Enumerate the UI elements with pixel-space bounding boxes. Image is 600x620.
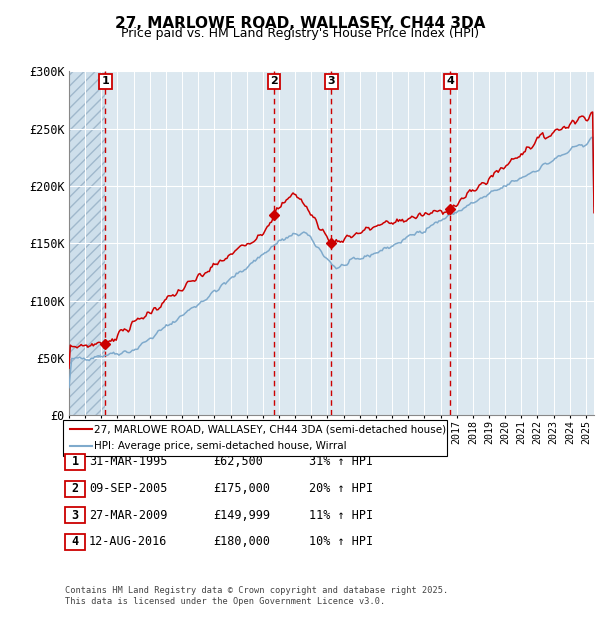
Text: 1: 1 — [101, 76, 109, 86]
Text: Contains HM Land Registry data © Crown copyright and database right 2025.: Contains HM Land Registry data © Crown c… — [65, 586, 448, 595]
Text: HPI: Average price, semi-detached house, Wirral: HPI: Average price, semi-detached house,… — [94, 441, 347, 451]
Text: 12-AUG-2016: 12-AUG-2016 — [89, 536, 167, 548]
Text: 11% ↑ HPI: 11% ↑ HPI — [309, 509, 373, 521]
Text: 20% ↑ HPI: 20% ↑ HPI — [309, 482, 373, 495]
Text: 31-MAR-1995: 31-MAR-1995 — [89, 456, 167, 468]
Text: 3: 3 — [328, 76, 335, 86]
Text: 4: 4 — [446, 76, 454, 86]
Text: This data is licensed under the Open Government Licence v3.0.: This data is licensed under the Open Gov… — [65, 597, 385, 606]
Text: 10% ↑ HPI: 10% ↑ HPI — [309, 536, 373, 548]
Text: 27, MARLOWE ROAD, WALLASEY, CH44 3DA: 27, MARLOWE ROAD, WALLASEY, CH44 3DA — [115, 16, 485, 30]
Text: 1: 1 — [71, 456, 79, 468]
Text: £180,000: £180,000 — [213, 536, 270, 548]
Bar — [69, 71, 106, 415]
Text: 4: 4 — [71, 536, 79, 548]
Text: Price paid vs. HM Land Registry's House Price Index (HPI): Price paid vs. HM Land Registry's House … — [121, 27, 479, 40]
Text: 27, MARLOWE ROAD, WALLASEY, CH44 3DA (semi-detached house): 27, MARLOWE ROAD, WALLASEY, CH44 3DA (se… — [94, 425, 446, 435]
Bar — [69, 71, 106, 415]
Text: 31% ↑ HPI: 31% ↑ HPI — [309, 456, 373, 468]
Text: 2: 2 — [270, 76, 278, 86]
Text: £175,000: £175,000 — [213, 482, 270, 495]
Text: £149,999: £149,999 — [213, 509, 270, 521]
Text: 3: 3 — [71, 509, 79, 521]
Text: 27-MAR-2009: 27-MAR-2009 — [89, 509, 167, 521]
Text: 09-SEP-2005: 09-SEP-2005 — [89, 482, 167, 495]
Text: 2: 2 — [71, 482, 79, 495]
Text: £62,500: £62,500 — [213, 456, 263, 468]
